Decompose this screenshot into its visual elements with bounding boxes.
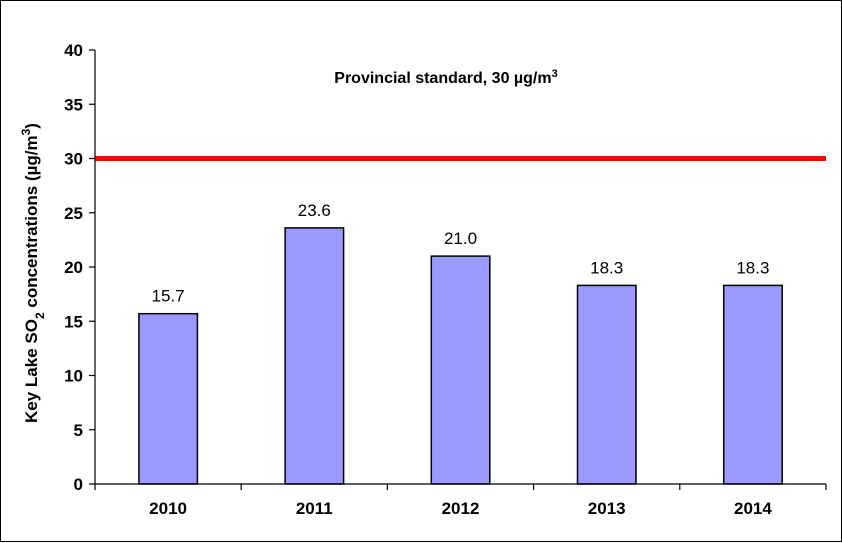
x-tick-label: 2011 xyxy=(296,499,333,518)
y-tick-label: 0 xyxy=(74,475,83,494)
reference-line-label: Provincial standard, 30 µg/m3 xyxy=(334,68,557,87)
bar xyxy=(430,255,491,485)
y-axis-title-subscript: 2 xyxy=(33,312,47,319)
reference-line-label-main: Provincial standard, 30 µg/m xyxy=(334,70,551,87)
axes-layer xyxy=(89,49,827,490)
y-tick-label: 25 xyxy=(64,204,83,223)
bars-layer xyxy=(138,227,783,485)
y-axis-title: Key Lake SO2 concentrations (µg/m3) xyxy=(19,123,47,423)
y-tick-label: 40 xyxy=(64,41,83,60)
y-tick-label: 20 xyxy=(64,258,83,277)
data-label: 21.0 xyxy=(444,229,477,248)
x-tick-label: 2012 xyxy=(442,499,480,518)
data-label: 23.6 xyxy=(298,201,331,220)
data-label: 15.7 xyxy=(152,287,185,306)
x-tick-label: 2013 xyxy=(588,499,626,518)
bar xyxy=(138,312,199,485)
y-axis-title-prefix: Key Lake SO xyxy=(22,319,41,423)
y-tick-label: 5 xyxy=(74,421,83,440)
x-tick-label: 2014 xyxy=(734,499,772,518)
bar xyxy=(576,284,637,485)
reference-line-label-superscript: 3 xyxy=(552,68,558,80)
y-tick-label: 30 xyxy=(64,150,83,169)
data-label: 18.3 xyxy=(736,258,769,277)
y-tick-label: 15 xyxy=(64,312,83,331)
data-label: 18.3 xyxy=(590,258,623,277)
y-axis-title-superscript: 3 xyxy=(19,128,33,135)
y-tick-label: 35 xyxy=(64,95,83,114)
bar xyxy=(284,227,345,485)
x-tick-label: 2010 xyxy=(149,499,187,518)
y-tick-label: 10 xyxy=(64,367,83,386)
y-axis-title-middle: concentrations (µg/m xyxy=(22,135,41,312)
bar xyxy=(722,284,783,485)
y-axis-title-suffix: ) xyxy=(22,123,41,129)
labels-layer: 15.7201023.6201121.0201218.3201318.32014… xyxy=(64,41,772,518)
